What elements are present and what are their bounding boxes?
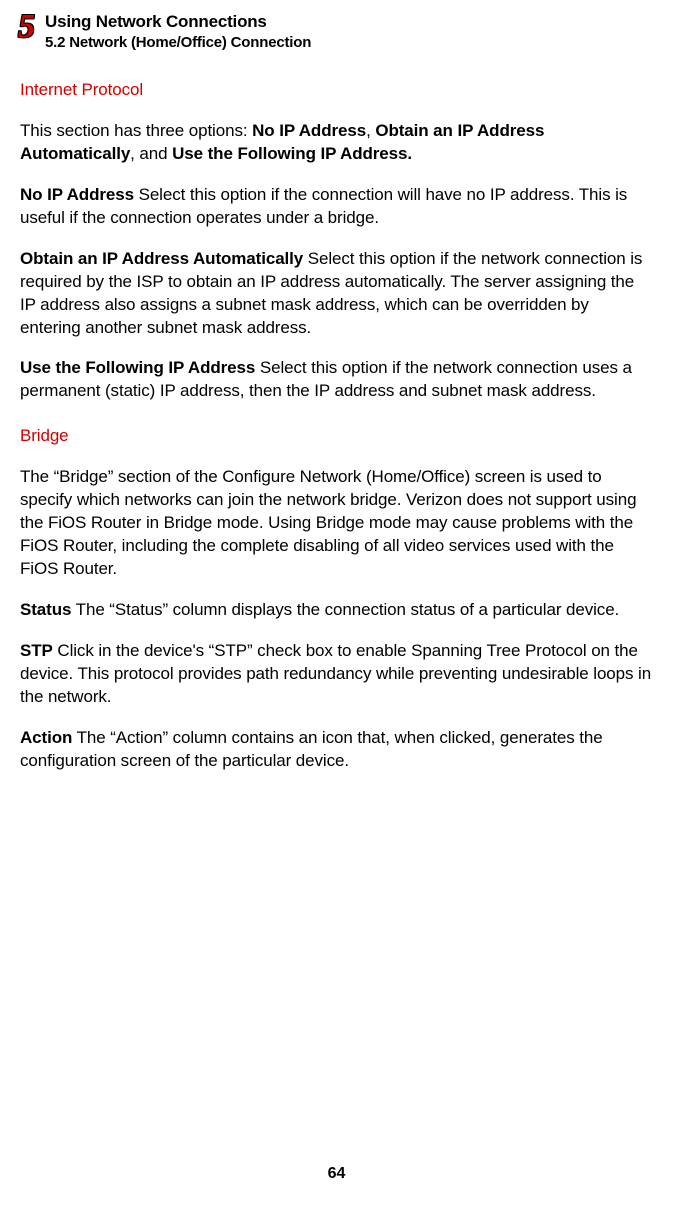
- ip-opt1: No IP Address: [252, 121, 366, 140]
- header-text-block: Using Network Connections 5.2 Network (H…: [45, 12, 311, 51]
- page-number: 64: [0, 1165, 673, 1183]
- ip-intro-pre: This section has three options:: [20, 121, 252, 140]
- bridge-intro-paragraph: The “Bridge” section of the Configure Ne…: [20, 466, 653, 581]
- section-number-title: 5.2 Network (Home/Office) Connection: [45, 34, 311, 51]
- stp-text: Click in the device's “STP” check box to…: [20, 641, 651, 706]
- obtain-ip-label: Obtain an IP Address Automatically: [20, 249, 303, 268]
- ip-sep1: ,: [366, 121, 375, 140]
- chapter-number: 5: [18, 10, 35, 44]
- status-paragraph: Status The “Status” column displays the …: [20, 599, 653, 622]
- stp-label: STP: [20, 641, 53, 660]
- action-text: The “Action” column contains an icon tha…: [20, 728, 603, 770]
- no-ip-paragraph: No IP Address Select this option if the …: [20, 184, 653, 230]
- status-text: The “Status” column displays the connect…: [71, 600, 619, 619]
- page-header: 5 Using Network Connections 5.2 Network …: [18, 12, 655, 51]
- chapter-title: Using Network Connections: [45, 12, 311, 32]
- action-paragraph: Action The “Action” column contains an i…: [20, 727, 653, 773]
- ip-intro-paragraph: This section has three options: No IP Ad…: [20, 120, 653, 166]
- body-content: Internet Protocol This section has three…: [18, 79, 655, 773]
- ip-opt3: Use the Following IP Address.: [172, 144, 412, 163]
- heading-internet-protocol: Internet Protocol: [20, 79, 653, 102]
- ip-sep2: , and: [130, 144, 172, 163]
- obtain-ip-paragraph: Obtain an IP Address Automatically Selec…: [20, 248, 653, 340]
- action-label: Action: [20, 728, 72, 747]
- stp-paragraph: STP Click in the device's “STP” check bo…: [20, 640, 653, 709]
- page: 5 Using Network Connections 5.2 Network …: [0, 0, 673, 773]
- no-ip-label: No IP Address: [20, 185, 134, 204]
- use-ip-paragraph: Use the Following IP Address Select this…: [20, 357, 653, 403]
- use-ip-label: Use the Following IP Address: [20, 358, 255, 377]
- status-label: Status: [20, 600, 71, 619]
- heading-bridge: Bridge: [20, 425, 653, 448]
